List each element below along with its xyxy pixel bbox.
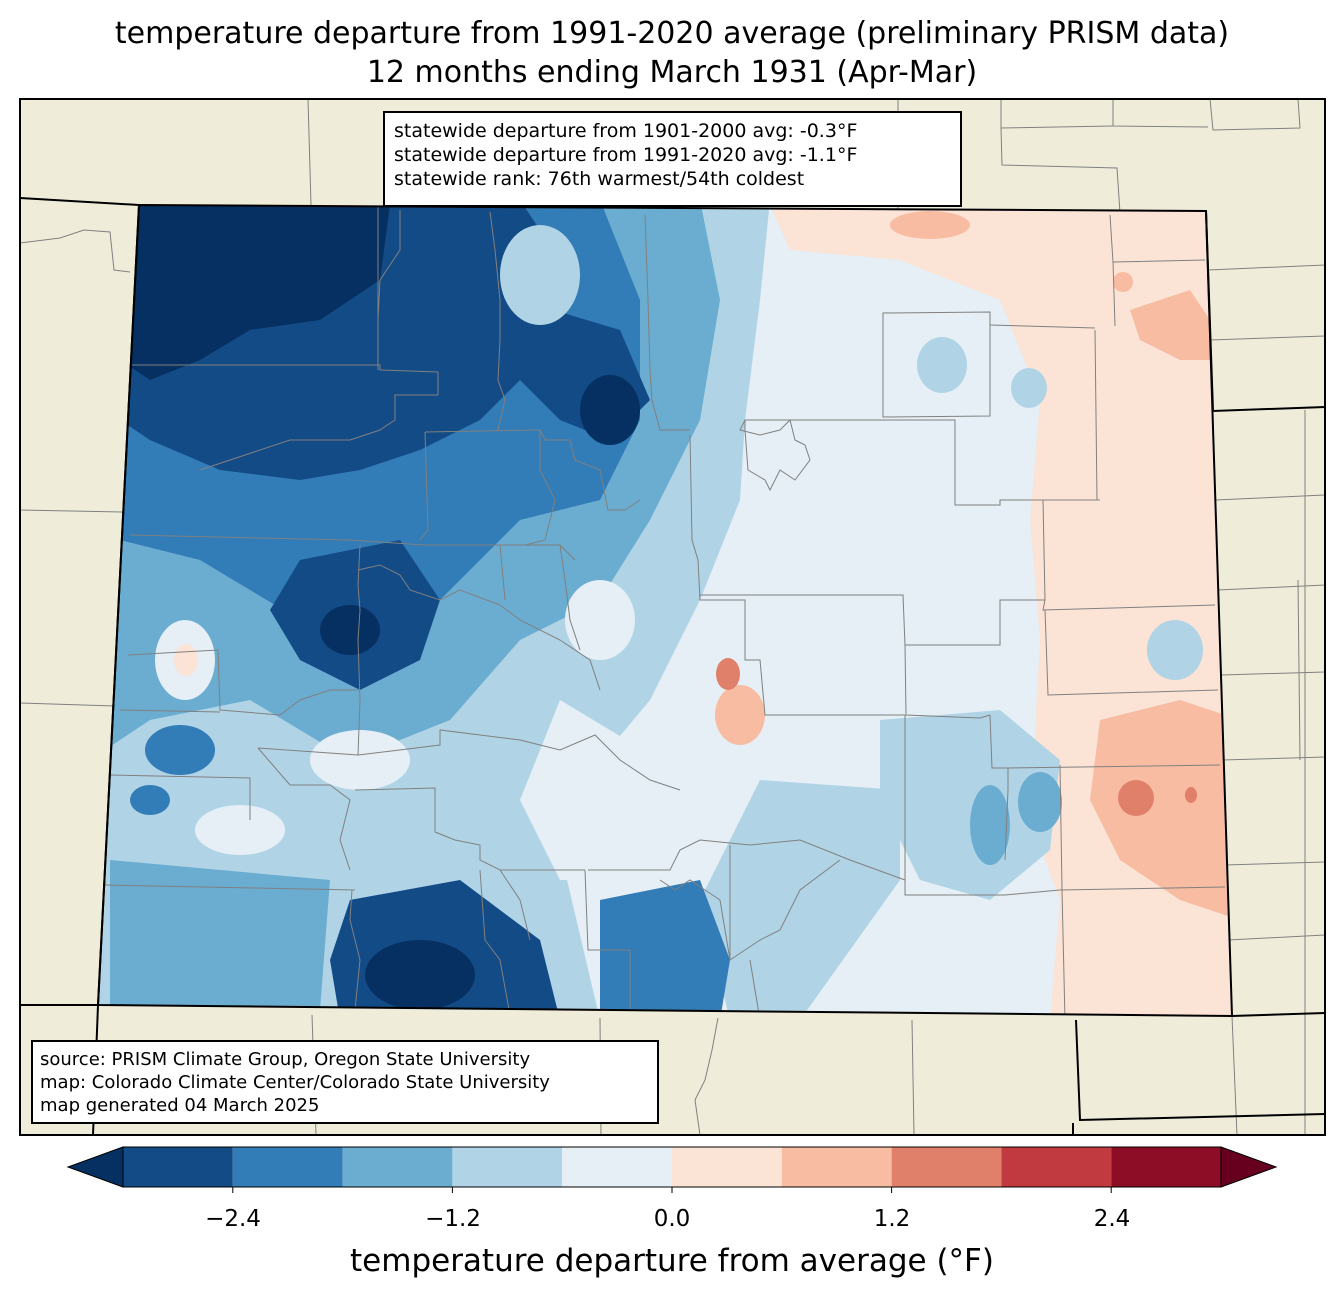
colorbar-tick-label: −1.2 (425, 1206, 481, 1232)
colorbar-label: temperature departure from average (°F) (350, 1243, 994, 1279)
colorbar-tick-label: 2.4 (1093, 1206, 1131, 1232)
map-credit-line: map: Colorado Climate Center/Colorado St… (40, 1072, 550, 1093)
map-subtitle: 12 months ending March 1931 (Apr-Mar) (366, 55, 978, 90)
colorbar-segment (781, 1147, 892, 1187)
colorbar-segment (1111, 1147, 1221, 1187)
source-line: source: PRISM Climate Group, Oregon Stat… (40, 1049, 531, 1070)
stats-departure-1901-2000: statewide departure from 1901-2000 avg: … (394, 120, 858, 142)
colorbar-extend-low (66, 1146, 124, 1188)
colorbar (66, 1146, 1278, 1193)
colorbar-segment (452, 1147, 563, 1187)
colorbar-segment (891, 1147, 1002, 1187)
stats-rank: statewide rank: 76th warmest/54th coldes… (394, 168, 805, 190)
source-credit-box: source: PRISM Climate Group, Oregon Stat… (31, 1040, 659, 1124)
colorbar-segment (562, 1147, 672, 1187)
colorbar-tick-label: −2.4 (205, 1206, 261, 1232)
colorbar-segment (342, 1147, 453, 1187)
statewide-stats-box: statewide departure from 1901-2000 avg: … (383, 111, 962, 207)
colorbar-tick-label: 0.0 (653, 1206, 691, 1232)
colorbar-extend-high (1220, 1146, 1278, 1188)
county-lines (104, 205, 1226, 1016)
colorbar-segment (672, 1147, 782, 1187)
map-title: temperature departure from 1991-2020 ave… (114, 16, 1230, 51)
stats-departure-1991-2020: statewide departure from 1991-2020 avg: … (394, 144, 858, 166)
temperature-field (98, 205, 1232, 1016)
map-frame (19, 98, 1326, 1136)
colorbar-segment (1001, 1147, 1112, 1187)
generated-date-line: map generated 04 March 2025 (40, 1095, 320, 1116)
colorbar-segment (123, 1147, 233, 1187)
colorbar-segment (232, 1147, 343, 1187)
colorbar-tick-label: 1.2 (873, 1206, 911, 1232)
